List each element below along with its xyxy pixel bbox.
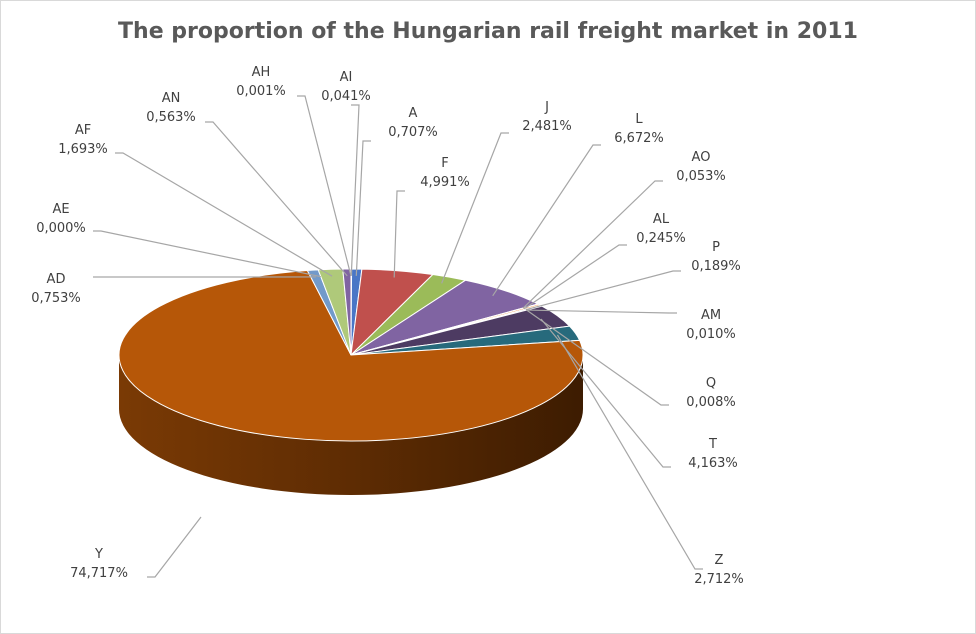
slice-percent-p: 0,189% [691,259,741,274]
leader-line-f [393,190,405,278]
slice-name-p: P [712,240,720,255]
slice-percent-q: 0,008% [686,395,736,410]
slice-percent-a: 0,707% [388,125,438,140]
slice-name-j: J [544,100,549,115]
leader-line-ah [297,95,352,277]
leader-line-a [355,140,371,276]
slice-percent-ai: 0,041% [321,89,371,104]
leader-line-y [147,516,202,578]
leader-line-ao [522,180,663,309]
pie-side-y [119,355,583,495]
chart-title: The proportion of the Hungarian rail fre… [118,19,858,44]
leader-line-z [556,334,703,570]
leader-line-j [441,132,509,284]
slice-name-q: Q [706,376,716,391]
slice-name-an: AN [162,91,181,106]
slice-name-y: Y [94,547,103,562]
pie-slice-y [118,270,584,442]
leader-line-p [525,270,681,311]
leader-line-ai [350,104,360,276]
slice-percent-ad: 0,753% [31,291,81,306]
slice-percent-l: 6,672% [614,131,664,146]
slice-name-am: AM [701,308,721,323]
leader-line-al [523,244,627,310]
leader-line-t [540,318,671,468]
slice-percent-ae: 0,000% [36,221,86,236]
slice-percent-ao: 0,053% [676,169,726,184]
slice-name-z: Z [715,553,724,568]
leader-line-q [526,309,669,406]
leader-line-an [205,121,348,277]
leader-line-af [115,152,333,277]
leader-line-ae [93,230,321,278]
slice-name-t: T [708,437,717,452]
slice-name-ao: AO [692,150,711,165]
slice-name-af: AF [75,123,91,138]
slice-name-ad: AD [47,272,66,287]
slice-percent-am: 0,010% [686,327,736,342]
slice-percent-t: 4,163% [688,456,738,471]
slice-percent-af: 1,693% [58,142,108,157]
slice-name-l: L [635,112,643,127]
slice-name-al: AL [653,212,670,227]
slice-name-ah: AH [252,65,271,80]
slice-percent-al: 0,245% [636,231,686,246]
slice-percent-f: 4,991% [420,175,470,190]
slice-name-ai: AI [340,70,353,85]
slice-name-f: F [441,156,448,171]
slice-percent-ah: 0,001% [236,84,286,99]
slice-percent-j: 2,481% [522,119,572,134]
leader-line-l [492,144,601,297]
slice-name-a: A [409,106,418,121]
slice-percent-z: 2,712% [694,572,744,587]
slice-percent-an: 0,563% [146,110,196,125]
slice-name-ae: AE [52,202,69,217]
slice-percent-y: 74,717% [70,566,128,581]
leader-line-am [526,309,677,314]
